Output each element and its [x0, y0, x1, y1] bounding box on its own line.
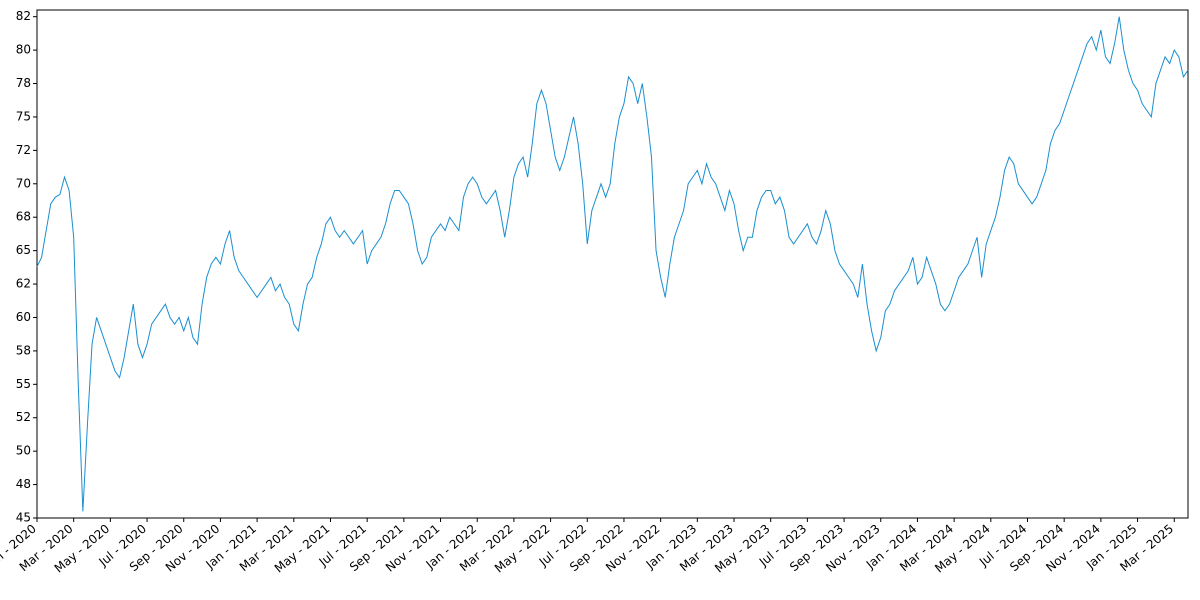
y-tick-label: 80: [16, 43, 31, 57]
y-tick-label: 55: [16, 377, 31, 391]
data-line: [36, 16, 1189, 512]
y-tick-label: 78: [16, 76, 31, 90]
y-tick-label: 65: [16, 243, 31, 257]
y-tick-label: 45: [16, 511, 31, 525]
y-tick-label: 52: [16, 410, 31, 424]
y-tick-label: 75: [16, 109, 31, 123]
y-tick-label: 60: [16, 310, 31, 324]
y-tick-label: 58: [16, 343, 31, 357]
y-tick-label: 70: [16, 176, 31, 190]
y-tick-label: 68: [16, 210, 31, 224]
y-tick-label: 82: [16, 9, 31, 23]
plot-frame: [36, 9, 1189, 519]
y-tick-label: 62: [16, 277, 31, 291]
y-tick-label: 48: [16, 477, 31, 491]
y-tick-label: 50: [16, 444, 31, 458]
y-tick-label: 72: [16, 143, 31, 157]
